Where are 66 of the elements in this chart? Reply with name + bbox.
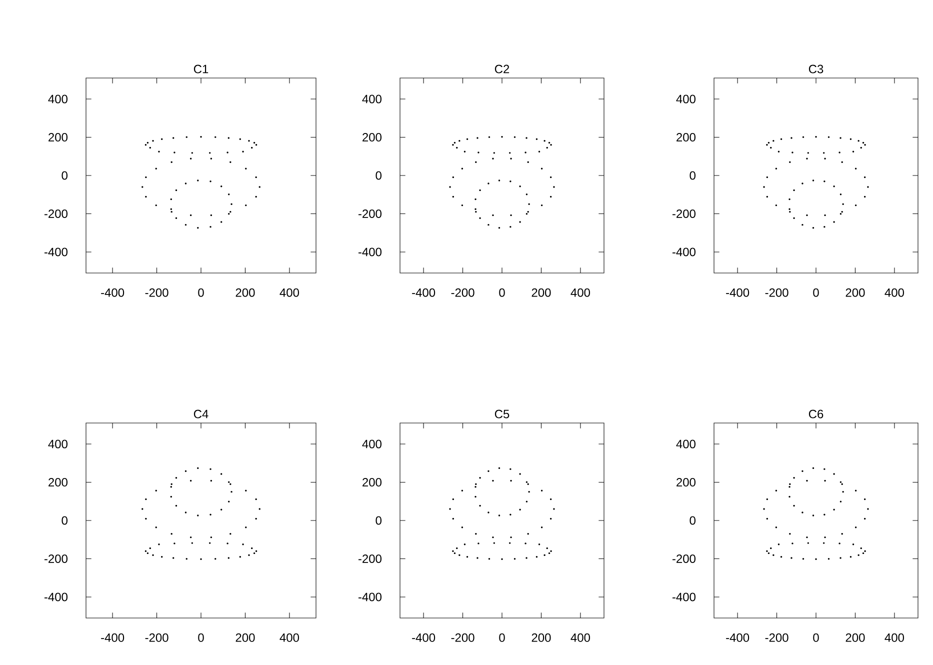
x-tick-label: 400 [570, 288, 590, 297]
x-tick-label: -400 [412, 288, 436, 297]
y-tick-label: 400 [48, 440, 68, 448]
x-tick-label: 200 [846, 633, 865, 642]
y-tick-label: 0 [690, 516, 696, 525]
y-tick-label: 200 [676, 133, 696, 142]
y-tick-label: 400 [48, 94, 68, 104]
x-tick-label: -400 [726, 633, 750, 642]
y-tick-label: -200 [358, 554, 382, 563]
y-tick-label: -400 [44, 248, 68, 256]
x-tick-label: -200 [765, 288, 788, 297]
x-tick-label: -400 [101, 633, 124, 642]
y-tick-label: 0 [376, 171, 382, 180]
y-tick-label: 400 [676, 440, 696, 448]
x-tick-label: 200 [532, 633, 551, 642]
x-tick-label: 400 [280, 288, 300, 297]
y-tick-label: -200 [672, 554, 696, 563]
x-tick-label: -200 [765, 633, 788, 642]
y-tick-label: 200 [676, 478, 696, 487]
x-tick-label: 400 [570, 633, 590, 642]
x-tick-label: 200 [532, 288, 551, 297]
y-tick-label: 0 [376, 516, 382, 525]
x-tick-label: -200 [451, 288, 474, 297]
y-tick-label: 400 [362, 94, 382, 104]
y-tick-label: 200 [362, 478, 382, 487]
x-tick-label: -400 [726, 288, 750, 297]
y-tick-label: -400 [672, 592, 696, 602]
chart-title: C4 [194, 410, 208, 418]
x-tick-label: 0 [499, 633, 505, 642]
x-tick-label: 400 [280, 633, 300, 642]
x-tick-label: -200 [145, 633, 168, 642]
y-tick-label: 0 [62, 516, 68, 525]
x-tick-label: -200 [451, 633, 474, 642]
chart-title: C2 [494, 64, 510, 74]
x-tick-label: 200 [236, 288, 255, 297]
y-tick-label: 200 [362, 133, 382, 142]
y-tick-label: -400 [358, 248, 382, 256]
y-tick-label: 200 [48, 478, 68, 487]
x-tick-label: 400 [884, 633, 904, 642]
y-tick-label: 400 [362, 440, 382, 448]
x-tick-label: 0 [198, 633, 204, 642]
y-tick-label: -400 [44, 592, 68, 602]
x-tick-label: 200 [846, 288, 865, 297]
chart-title: C6 [808, 410, 824, 418]
x-tick-label: -400 [101, 288, 124, 297]
x-tick-label: -200 [145, 288, 168, 297]
y-tick-label: -200 [672, 209, 696, 218]
x-tick-label: 0 [813, 633, 819, 642]
y-tick-label: 0 [62, 171, 68, 180]
x-tick-label: -400 [412, 633, 436, 642]
chart-title: C1 [194, 64, 208, 74]
y-tick-label: -400 [358, 592, 382, 602]
x-tick-label: 0 [499, 288, 505, 297]
chart-title: C5 [494, 410, 510, 418]
x-tick-label: 0 [198, 288, 204, 297]
y-tick-label: 0 [690, 171, 696, 180]
y-tick-label: -200 [44, 554, 68, 563]
y-tick-label: 400 [676, 94, 696, 104]
y-tick-label: -200 [44, 209, 68, 218]
y-tick-label: -200 [358, 209, 382, 218]
x-tick-label: 200 [236, 633, 255, 642]
chart-title: C3 [808, 64, 824, 74]
y-tick-label: -400 [672, 248, 696, 256]
y-tick-label: 200 [48, 133, 68, 142]
x-tick-label: 400 [884, 288, 904, 297]
x-tick-label: 0 [813, 288, 819, 297]
